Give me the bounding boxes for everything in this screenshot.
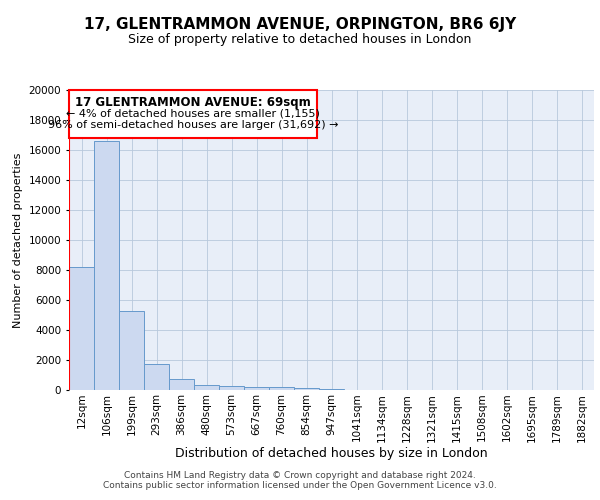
Text: Size of property relative to detached houses in London: Size of property relative to detached ho… [128,32,472,46]
Bar [294,388,319,390]
Bar [194,385,219,390]
Bar [169,379,194,390]
Bar [94,141,119,390]
Bar [269,387,294,390]
X-axis label: Distribution of detached houses by size in London: Distribution of detached houses by size … [175,447,488,460]
Text: 17 GLENTRAMMON AVENUE: 69sqm: 17 GLENTRAMMON AVENUE: 69sqm [75,96,311,109]
Text: 96% of semi-detached houses are larger (31,692) →: 96% of semi-detached houses are larger (… [47,120,338,130]
Bar [319,389,344,390]
Bar [244,387,269,390]
Y-axis label: Number of detached properties: Number of detached properties [13,152,23,328]
Bar [119,310,144,390]
FancyBboxPatch shape [69,90,317,138]
Bar [144,364,169,390]
Bar [69,267,94,390]
Text: 17, GLENTRAMMON AVENUE, ORPINGTON, BR6 6JY: 17, GLENTRAMMON AVENUE, ORPINGTON, BR6 6… [84,18,516,32]
Text: Contains HM Land Registry data © Crown copyright and database right 2024.
Contai: Contains HM Land Registry data © Crown c… [103,470,497,490]
Text: ← 4% of detached houses are smaller (1,155): ← 4% of detached houses are smaller (1,1… [66,108,320,118]
Bar [219,386,244,390]
